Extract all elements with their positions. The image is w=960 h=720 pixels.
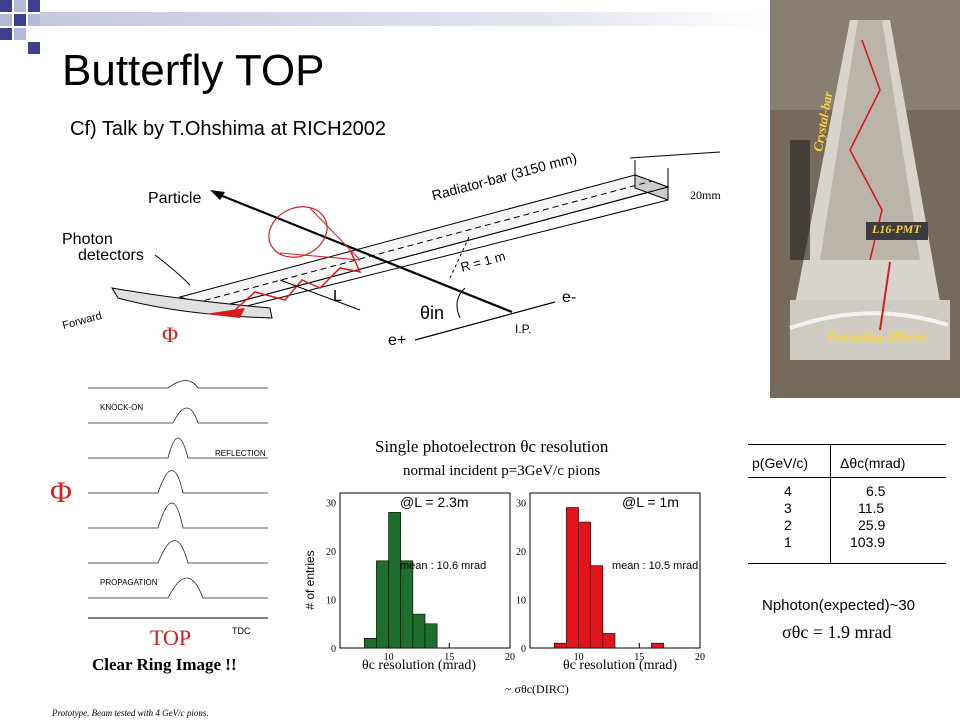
photo-label-mirror: Focusing-Mirror bbox=[828, 330, 927, 345]
photon-path bbox=[234, 249, 362, 311]
hist-bar bbox=[376, 560, 389, 649]
ring-caption: Clear Ring Image !! bbox=[92, 655, 237, 674]
hist-ytick: 30 bbox=[516, 499, 526, 510]
hist-right-label: @L = 1m bbox=[622, 494, 679, 510]
hist-ytick: 0 bbox=[521, 644, 526, 655]
hist-dirc-note: ~ σθc(DIRC) bbox=[505, 682, 569, 696]
table-header-dtheta: Δθc(mrad) bbox=[840, 455, 906, 471]
hist-subtitle: normal incident p=3GeV/c pions bbox=[403, 463, 601, 479]
hist-panel-right: 0 10 20 30 10 15 20 bbox=[516, 492, 705, 663]
hist-left-mean: mean : 10.6 mrad bbox=[400, 560, 487, 572]
table-cell-d: 11.5 bbox=[858, 500, 885, 516]
deco-square bbox=[0, 14, 12, 26]
resolution-table-box: p(GeV/c) Δθc(mrad) 4 6.5 3 11.5 2 25.9 1… bbox=[748, 444, 946, 564]
ring-label-knock-on: KNOCK-ON bbox=[100, 403, 144, 412]
hist-panel-left: 0 10 20 30 10 15 20 bbox=[326, 492, 515, 663]
hist-ylabel: # of entries bbox=[303, 550, 317, 609]
label-width: 20mm bbox=[690, 188, 721, 202]
ring-label-reflection: REFLECTION bbox=[215, 449, 266, 458]
hist-bar bbox=[651, 642, 664, 649]
hist-ytick: 0 bbox=[331, 644, 336, 655]
hist-bar bbox=[553, 642, 567, 649]
table-hline bbox=[748, 477, 946, 478]
table-cell-d: 6.5 bbox=[866, 483, 886, 499]
hist-bar bbox=[590, 565, 604, 649]
table-header-p: p(GeV/c) bbox=[752, 455, 809, 471]
table-cell-p: 4 bbox=[784, 483, 792, 499]
radiator-diagram bbox=[111, 151, 721, 341]
label-photon-detectors-1: Photon bbox=[62, 231, 113, 248]
deco-square bbox=[28, 0, 40, 12]
label-e-plus: e+ bbox=[388, 332, 407, 349]
sigma-formula: σθc = 1.9 mrad bbox=[782, 622, 892, 642]
hist-bar bbox=[400, 560, 414, 649]
label-length: L bbox=[333, 288, 342, 305]
particle-arrowhead bbox=[210, 190, 225, 200]
hist-xtick: 20 bbox=[695, 652, 705, 663]
prototype-photo: Crystal-bar L16-PMT Focusing-Mirror bbox=[770, 0, 960, 398]
beam-line bbox=[414, 301, 556, 341]
ring-label-tdc: TDC bbox=[232, 626, 251, 636]
hist-xtick: 10 bbox=[574, 652, 584, 663]
photo-label-pmt: L16-PMT bbox=[872, 222, 921, 236]
hist-xtick: 10 bbox=[384, 652, 394, 663]
photon-arrow bbox=[205, 308, 245, 318]
deco-square bbox=[28, 42, 40, 54]
page-title: Butterfly TOP bbox=[62, 46, 325, 95]
nphoton-formula: Nphoton(expected)~30 bbox=[762, 597, 916, 614]
hist-ytick: 20 bbox=[326, 547, 336, 558]
label-theta-in: θin bbox=[420, 303, 445, 323]
hist-right-mean: mean : 10.5 mrad bbox=[612, 560, 699, 572]
hist-xtick: 20 bbox=[505, 652, 515, 663]
title-bar-gradient bbox=[40, 12, 770, 26]
deco-square bbox=[28, 14, 40, 26]
hist-xlabel-right: θc resolution (mrad) bbox=[563, 658, 678, 673]
table-cell-p: 3 bbox=[784, 500, 792, 516]
hist-bar bbox=[602, 633, 616, 649]
hist-bar bbox=[424, 623, 438, 649]
hist-ytick: 10 bbox=[326, 596, 336, 607]
hist-ytick: 20 bbox=[516, 547, 526, 558]
table-cell-d: 103.9 bbox=[850, 534, 886, 550]
deco-square bbox=[14, 28, 26, 40]
label-ip: I.P. bbox=[515, 322, 532, 336]
hist-bar bbox=[363, 638, 377, 649]
radiator-bar bbox=[178, 151, 721, 315]
hist-title: Single photoelectron θc resolution bbox=[375, 437, 609, 456]
ring-label-propagation: PROPAGATION bbox=[100, 578, 158, 587]
deco-square bbox=[0, 28, 12, 40]
footnote: Prototype. Beam tested with 4 GeV/c pion… bbox=[52, 708, 209, 718]
cherenkov-cone bbox=[268, 206, 328, 258]
table-cell-d: 25.9 bbox=[858, 517, 886, 533]
deco-square bbox=[0, 0, 12, 12]
hist-bar bbox=[566, 507, 579, 649]
deco-square bbox=[14, 0, 26, 12]
label-particle: Particle bbox=[148, 190, 202, 207]
prototype-photo-art bbox=[770, 0, 960, 398]
table-cell-p: 1 bbox=[784, 534, 792, 550]
hist-ytick: 10 bbox=[516, 596, 526, 607]
hist-left-label: @L = 2.3m bbox=[400, 494, 469, 510]
hist-xtick: 15 bbox=[444, 652, 454, 663]
hist-bar bbox=[412, 613, 426, 649]
label-phi: Φ bbox=[162, 322, 179, 347]
ring-image-plot bbox=[78, 368, 278, 628]
hist-bar bbox=[578, 521, 592, 649]
hist-xlabel-left: θc resolution (mrad) bbox=[362, 658, 477, 673]
deco-square bbox=[14, 14, 26, 26]
label-photon-detectors-2: detectors bbox=[78, 247, 144, 264]
table-cell-p: 2 bbox=[784, 517, 792, 533]
hist-ytick: 30 bbox=[326, 499, 336, 510]
ring-top-label: TOP bbox=[150, 625, 192, 650]
hist-bar bbox=[388, 512, 402, 649]
label-e-minus: e- bbox=[562, 289, 577, 306]
table-vline bbox=[830, 445, 831, 563]
ring-phi: Φ bbox=[50, 476, 72, 509]
particle-track bbox=[219, 193, 513, 314]
page-subtitle: Cf) Talk by T.Ohshima at RICH2002 bbox=[70, 118, 387, 140]
hist-xtick: 15 bbox=[634, 652, 644, 663]
histograms-svg: # of entries 0 10 20 30 10 15 20 0 10 20 30 10 15 20 bbox=[303, 492, 705, 663]
